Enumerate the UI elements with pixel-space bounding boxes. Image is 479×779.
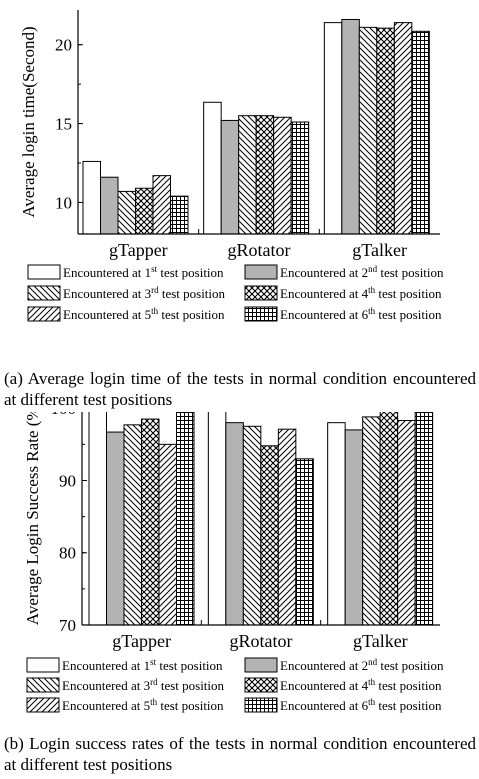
legend-label-2: Encountered at 2nd test position	[280, 657, 444, 673]
legend-label-1: Encountered at 1st test position	[62, 657, 223, 673]
bar-gtalker-series-5	[397, 420, 416, 626]
bar-gtapper-series-5	[158, 443, 177, 626]
x-tick-label-gtalker: gTalker	[353, 631, 408, 651]
bar-gtalker-series-1	[327, 422, 346, 626]
bar-grotator-series-4	[255, 115, 275, 235]
bar-gtapper-series-1	[82, 160, 101, 235]
legend-label-5: Encountered at 5th test position	[63, 306, 225, 322]
y-tick-label: 80	[59, 544, 76, 563]
y-tick-label: 100	[51, 412, 77, 418]
x-tick-label-gtapper: gTapper	[112, 631, 171, 651]
legend-swatch-6	[244, 306, 278, 322]
bar-grotator-series-5	[277, 428, 297, 626]
bar-grotator-series-1	[207, 412, 227, 626]
bar-grotator-series-3	[238, 115, 257, 235]
y-tick-label: 15	[55, 115, 72, 134]
bar-grotator-series-2	[220, 119, 240, 235]
legend-swatch-1	[26, 657, 60, 673]
legend-swatch-2	[244, 264, 278, 280]
y-tick-label: 10	[55, 193, 72, 212]
y-tick-label: 90	[59, 471, 76, 490]
legend-label-6: Encountered at 6th test position	[280, 306, 442, 322]
bar-gtalker-series-6	[411, 30, 430, 235]
caption-b: (b) Login success rates of the tests in …	[4, 734, 476, 774]
bar-gtapper-series-6	[176, 412, 195, 626]
bar-gtapper-series-3	[117, 190, 136, 235]
legend-swatch-5	[26, 697, 60, 713]
bar-grotator-series-6	[290, 121, 310, 235]
bar-gtalker-series-3	[362, 416, 381, 626]
bar-gtalker-series-3	[358, 26, 378, 235]
bar-gtalker-series-6	[414, 412, 434, 626]
y-axis-label: Average Login Success Rate (%)	[23, 412, 42, 625]
bar-gtapper-series-2	[106, 431, 125, 626]
bar-gtapper-series-4	[135, 187, 154, 235]
bar-grotator-series-3	[242, 425, 262, 626]
caption-a: (a) Average login time of the tests in n…	[4, 369, 476, 409]
y-tick-label: 70	[59, 616, 76, 635]
bar-gtapper-series-2	[100, 176, 119, 235]
bar-grotator-series-6	[295, 458, 314, 626]
bar-gtalker-series-4	[379, 412, 399, 626]
bar-gtapper-series-5	[152, 175, 171, 235]
legend-swatch-6	[244, 697, 278, 713]
legend-swatch-4	[244, 677, 278, 693]
x-tick-label-grotator: gRotator	[230, 631, 293, 651]
legend-swatch-3	[27, 285, 61, 301]
legend-label-1: Encountered at 1st test position	[63, 264, 224, 280]
x-tick-label-gtalker: gTalker	[352, 240, 407, 260]
login-time-chart: 10 15 20 gTapper gRotator gTalker Average logi…	[19, 10, 444, 322]
legend-label-4: Encountered at 4th test position	[280, 285, 442, 301]
legend-label-3: Encountered at 3rd test position	[62, 677, 225, 693]
bar-gtapper-series-3	[123, 424, 142, 626]
success-rate-chart: 70 80 90 100 gTapper gRotator gTalker Average L…	[23, 412, 444, 713]
bar-gtalker-series-2	[341, 18, 360, 235]
legend-swatch-3	[26, 677, 60, 693]
legend-swatch-1	[27, 264, 61, 280]
bar-gtalker-series-1	[323, 22, 343, 235]
legend-label-5: Encountered at 5th test position	[62, 697, 224, 713]
legend-label-3: Encountered at 3rd test position	[63, 285, 226, 301]
bar-gtalker-series-4	[376, 27, 395, 235]
x-tick-label-gtapper: gTapper	[109, 240, 168, 260]
bar-grotator-series-2	[225, 422, 244, 626]
bar-gtalker-series-5	[393, 22, 413, 235]
bar-gtapper-series-6	[170, 195, 189, 235]
legend-swatch-5	[27, 306, 61, 322]
bar-grotator-series-1	[203, 101, 222, 235]
y-axis-label: Average login time(Second)	[19, 26, 38, 217]
bar-grotator-series-5	[273, 116, 292, 235]
y-tick-label: 20	[55, 36, 72, 55]
legend-swatch-4	[244, 285, 278, 301]
bar-gtapper-series-1	[88, 412, 107, 626]
bar-gtapper-series-4	[141, 418, 160, 626]
legend-label-2: Encountered at 2nd test position	[280, 264, 444, 280]
legend-label-6: Encountered at 6th test position	[280, 697, 442, 713]
bar-grotator-series-4	[260, 445, 279, 626]
legend-label-4: Encountered at 4th test position	[280, 677, 442, 693]
x-tick-label-grotator: gRotator	[228, 240, 291, 260]
legend-swatch-2	[244, 657, 278, 673]
bar-gtalker-series-2	[344, 429, 364, 626]
